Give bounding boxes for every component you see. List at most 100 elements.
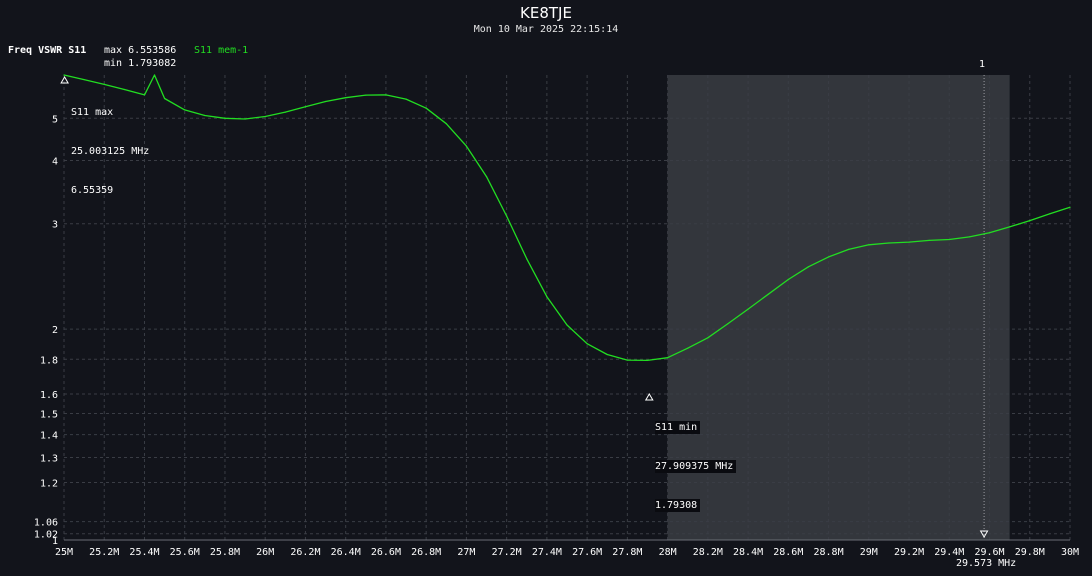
data-point-46 — [968, 236, 971, 238]
x-tick-label-15: 28M — [659, 547, 677, 558]
min-marker-label: S11 min — [655, 421, 701, 434]
data-point-5 — [153, 74, 156, 76]
data-point-43 — [908, 241, 910, 243]
data-point-11 — [264, 115, 266, 118]
data-point-9 — [224, 117, 226, 119]
data-point-44 — [928, 239, 930, 241]
data-point-8 — [204, 114, 206, 117]
data-point-36 — [767, 293, 769, 295]
min-marker-triangle-icon — [644, 393, 654, 401]
data-point-25 — [546, 296, 548, 298]
data-point-24 — [526, 258, 528, 260]
y-tick-label-2: 1.06 — [34, 518, 58, 529]
data-point-30 — [646, 359, 649, 361]
data-point-40 — [848, 248, 850, 250]
data-point-2 — [103, 83, 105, 85]
max-marker-triangle-icon — [60, 76, 69, 84]
x-tick-label-11: 27.2M — [492, 547, 522, 558]
max-readout: max 6.553586 — [104, 45, 177, 56]
data-point-3 — [123, 88, 125, 91]
x-tick-label-20: 29M — [860, 547, 878, 558]
y-tick-label-8: 1.8 — [40, 355, 58, 366]
grid — [63, 75, 1071, 541]
x-tick-label-10: 27M — [457, 547, 475, 558]
x-tick-label-14: 27.8M — [612, 547, 642, 558]
min-marker-freq: 27.909375 MHz — [655, 460, 737, 473]
data-point-51 — [1069, 206, 1071, 208]
x-tick-label-17: 28.4M — [733, 547, 763, 558]
y-tick-label-10: 3 — [52, 220, 58, 231]
x-tick-label-22: 29.4M — [934, 547, 964, 558]
data-point-29 — [626, 359, 628, 361]
x-tick-label-19: 28.8M — [814, 547, 844, 558]
s11-trace — [63, 74, 1071, 362]
data-point-32 — [687, 347, 689, 349]
data-point-41 — [868, 244, 870, 246]
series-line-s11 — [63, 74, 1071, 362]
x-tick-label-7: 26.4M — [331, 547, 361, 558]
y-tick-label-4: 1.3 — [40, 453, 58, 464]
data-point-48 — [1009, 226, 1011, 228]
data-point-31 — [667, 357, 669, 359]
cursor-triangle-icon — [979, 530, 989, 538]
min-marker-annotation: S11 min 27.909375 MHz 1.79308 — [655, 395, 737, 525]
data-point-28 — [606, 353, 608, 356]
x-tick-label-23: 29.6M — [974, 547, 1004, 558]
data-point-7 — [184, 109, 186, 111]
x-tick-label-21: 29.2M — [894, 547, 924, 558]
x-tick-label-3: 25.6M — [170, 547, 200, 558]
data-point-12 — [284, 111, 286, 113]
data-point-13 — [304, 106, 307, 108]
data-point-17 — [385, 94, 387, 96]
data-point-6 — [164, 97, 166, 100]
data-point-19 — [425, 107, 427, 109]
memory-trace-label[interactable]: S11 mem-1 — [194, 45, 249, 56]
chart-datetime: Mon 10 Mar 2025 22:15:14 — [473, 24, 619, 35]
min-readout: min 1.793082 — [104, 58, 177, 69]
x-tick-label-9: 26.8M — [411, 547, 441, 558]
data-point-47 — [988, 232, 991, 234]
max-marker-value: 6.55359 — [71, 185, 114, 196]
data-point-0 — [63, 74, 65, 76]
x-tick-label-0: 25M — [55, 547, 73, 558]
x-tick-label-16: 28.2M — [693, 547, 723, 558]
data-point-45 — [948, 238, 950, 241]
data-point-1 — [83, 78, 85, 81]
data-point-26 — [566, 324, 568, 326]
data-point-33 — [707, 337, 709, 339]
x-tick-label-25: 30M — [1061, 547, 1079, 558]
x-tick-label-5: 26M — [256, 547, 274, 558]
data-point-34 — [727, 322, 729, 325]
peak-markers — [60, 76, 654, 401]
data-point-42 — [888, 242, 890, 244]
x-tick-label-13: 27.6M — [572, 547, 602, 558]
data-point-21 — [465, 145, 467, 147]
data-point-4 — [143, 94, 146, 96]
cursor-marker-1[interactable] — [979, 75, 989, 540]
data-point-10 — [244, 118, 246, 120]
y-tick-label-7: 1.6 — [40, 390, 58, 401]
min-marker-value: 1.79308 — [655, 499, 701, 512]
max-marker-label: S11 max — [71, 107, 114, 118]
max-marker-freq: 25.003125 MHz — [71, 146, 150, 157]
data-point-27 — [586, 343, 588, 345]
x-tick-label-8: 26.6M — [371, 547, 401, 558]
y-tick-label-9: 2 — [52, 325, 58, 336]
data-point-38 — [807, 266, 810, 268]
x-tick-label-12: 27.4M — [532, 547, 562, 558]
x-tick-label-2: 25.4M — [129, 547, 159, 558]
x-tick-label-1: 25.2M — [89, 547, 119, 558]
trace-legend-label: Freq VSWR S11 — [8, 45, 87, 56]
data-point-20 — [445, 123, 447, 125]
x-axis-tick-labels: 25M 25.2M 25.4M 25.6M 25.8M 26M 26.2M 26.4M 26.6… — [55, 547, 1079, 558]
x-tick-label-18: 28.6M — [773, 547, 803, 558]
y-tick-label-12: 5 — [52, 114, 58, 125]
data-point-49 — [1029, 219, 1031, 222]
y-tick-label-6: 1.5 — [40, 409, 58, 420]
x-tick-label-24: 29.8M — [1015, 547, 1045, 558]
cursor-frequency-readout: 29.573 MHz — [956, 558, 1017, 569]
chart-title: KE8TJE — [520, 4, 572, 22]
data-point-35 — [747, 308, 749, 310]
data-point-22 — [485, 176, 488, 178]
